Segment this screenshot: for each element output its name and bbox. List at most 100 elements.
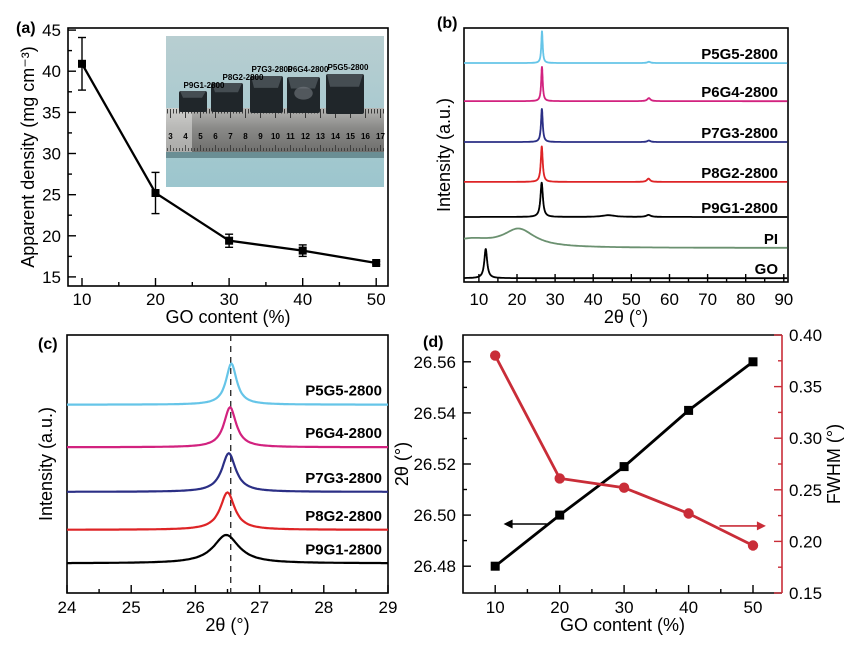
inset-photo: 3 4 5 6 7 8 9 10 11 12 13 14 15 16 17 P9G1-2800P8G2-280… [166, 36, 385, 187]
panel-b-x-tick-label: 40 [584, 290, 603, 309]
panel-c-x-tick-label: 29 [379, 598, 398, 617]
panel-d-y-tick-label-right: 0.30 [789, 429, 822, 448]
ruler-number: 8 [243, 132, 248, 141]
panel-b-x-tick-label: 10 [469, 290, 488, 309]
panel-d-point-2θ-50 [748, 357, 758, 367]
panel-d-point-FWHM-50 [747, 540, 759, 551]
panel-c-curve-P7G3-2800 [67, 452, 388, 493]
panel-a-x-tick-label: 40 [293, 290, 312, 309]
inset-cube-2 [211, 83, 243, 112]
panel-a-point-40 [298, 246, 307, 255]
cube-top-face [288, 77, 319, 89]
panel-c-x-tick-label: 26 [186, 598, 205, 617]
panel-d-letter: (d) [423, 334, 443, 351]
panel-a-letter: (a) [16, 20, 36, 37]
inset-ruler [166, 108, 384, 152]
panel-b-letter: (b) [437, 15, 457, 32]
panel-b-x-tick-label: 30 [546, 290, 565, 309]
panel-c-series-label: P5G5-2800 [305, 383, 382, 400]
panel-a-point-20 [151, 189, 160, 197]
panel-b-y-axis-label: Intensity (a.u.) [434, 98, 454, 212]
panel-b-series-label: PI [764, 231, 778, 248]
panel-d-y-tick-label-right: 0.15 [789, 584, 822, 603]
ruler-number: 15 [346, 132, 355, 141]
panel-a-y-axis-label: Apparent density (mg cm⁻³) [18, 46, 38, 268]
panel-a-x-tick-label: 10 [73, 290, 92, 309]
cube-top-face [327, 74, 363, 87]
panel-a-x-axis-label: GO content (%) [165, 307, 290, 327]
inset-cube-1 [179, 91, 207, 112]
panel-d-y-axis-label-left: 2θ (°) [392, 442, 412, 486]
panel-b-curve-P8G2-2800 [464, 145, 788, 183]
panel-a-x-tick-label: 30 [220, 290, 239, 309]
ruler-number: 16 [361, 132, 370, 141]
inset-cube-label: P5G5-2800 [328, 63, 369, 72]
panel-d-arrow-right-head [756, 521, 766, 531]
panel-c-letter: (c) [38, 336, 58, 353]
panel-a-y-tick-label-left: 45 [42, 21, 61, 40]
panel-d-y-tick-label-left: 26.52 [413, 455, 456, 474]
panel-a-y-tick-label-left: 15 [42, 268, 61, 287]
panel-b-curve-P7G3-2800 [464, 108, 788, 143]
panel-b-frame [463, 27, 789, 283]
panel-c: 24 25 26 27 28 29 (c) 2θ (°) Intensity (a.u.) P5G… [36, 334, 398, 635]
panel-d-point-FWHM-10 [490, 350, 501, 361]
panel-d-y-tick-label-right: 0.35 [789, 378, 822, 397]
panel-a-y-tick-label-left: 35 [42, 103, 61, 122]
panel-d-x-tick-label: 50 [744, 598, 763, 617]
panel-b-curve-P5G5-2800 [464, 30, 788, 64]
panel-d-point-FWHM-30 [618, 482, 630, 493]
ruler-shadow [166, 152, 384, 158]
panel-d-y-tick-label-right: 0.40 [789, 326, 822, 345]
panel-c-x-tick-label: 25 [122, 598, 141, 617]
panel-b-x-tick-label: 80 [736, 290, 755, 309]
panel-d: 10 20 30 40 50 26.48 26.50 26.52 26.54 26.56 0.15 0… [392, 326, 844, 635]
panel-b-curve-PI [463, 227, 788, 249]
ruler-number: 14 [331, 132, 340, 141]
ruler-number: 11 [286, 132, 295, 141]
panel-d-x-tick-label: 10 [486, 598, 505, 617]
panel-b-curve-P9G1-2800 [464, 181, 788, 218]
panel-a-y-tick-label-left: 40 [42, 62, 61, 81]
panel-b-x-tick-label: 90 [774, 290, 793, 309]
panel-a-y-tick-label-left: 30 [42, 145, 61, 164]
panel-d-arrow-left-head [503, 519, 513, 529]
panel-d-y-tick-label-left: 26.56 [413, 353, 456, 372]
panel-d-x-tick-label: 20 [550, 598, 569, 617]
ruler-number: 6 [213, 132, 218, 141]
panel-d-y-axis-label-right: FWHM (°) [824, 424, 844, 504]
panel-b-x-tick-label: 70 [698, 290, 717, 309]
panel-d-point-2θ-30 [619, 462, 629, 472]
ruler-number: 4 [183, 132, 188, 141]
panel-b-x-axis-label: 2θ (°) [604, 307, 648, 327]
inset-cube-label: P9G1-2800 [184, 81, 225, 90]
panel-b: 10 20 30 40 50 60 70 80 90 (b) 2θ (°) Intensity (a.… [434, 15, 793, 327]
panel-c-series-label: P8G2-2800 [305, 508, 382, 525]
panel-a-y-tick-label-left: 25 [42, 186, 61, 205]
panel-a-y-tick-label-left: 20 [42, 227, 61, 246]
panel-d-y-tick-label-right: 0.25 [789, 481, 822, 500]
panel-b-series-label: P8G2-2800 [701, 165, 778, 182]
panel-c-x-tick-label: 24 [58, 598, 77, 617]
panel-d-line-FWHM [493, 354, 754, 547]
panel-b-x-tick-label: 50 [622, 290, 641, 309]
panel-d-y-tick-label-left: 26.48 [413, 557, 456, 576]
panel-d-x-tick-label: 30 [615, 598, 634, 617]
cube-top-face [180, 91, 206, 98]
panel-d-point-2θ-40 [684, 405, 694, 415]
panel-c-x-axis-label: 2θ (°) [205, 615, 249, 635]
panel-a-frame [67, 27, 389, 287]
panel-a-x-tick-label: 50 [367, 290, 386, 309]
panel-d-x-axis-label: GO content (%) [560, 615, 685, 635]
ruler-flash-highlight [166, 108, 192, 152]
panel-c-series-label: P6G4-2800 [305, 425, 382, 442]
ruler-number: 10 [271, 132, 280, 141]
panel-c-curve-P8G2-2800 [67, 491, 388, 531]
panel-c-curve-P6G4-2800 [67, 406, 388, 449]
inset-cube-4 [287, 77, 320, 113]
panel-a-x-tick-label: 20 [146, 290, 165, 309]
ruler-number: 7 [228, 132, 233, 141]
panel-d-point-FWHM-40 [683, 508, 694, 519]
panel-b-series-label: P7G3-2800 [701, 125, 778, 142]
